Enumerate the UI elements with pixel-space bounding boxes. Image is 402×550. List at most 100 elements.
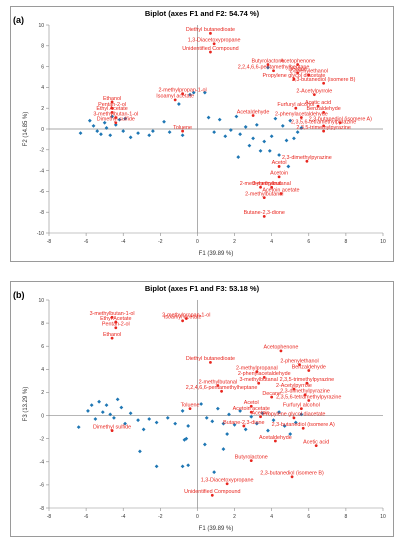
biplot-chart-b: -8 -6 -4 -2 0 2 4 6 8 10 10 8 6 4 2 0 -2 -4 -6 -8 F1 (39.89 … [23,298,386,532]
observation-point [191,90,196,95]
variable-point [110,106,114,110]
y-axis-title: F2 (14.85 %) [23,112,29,147]
variable-label: Butane-2,3-dione [223,420,264,426]
variable-point [322,129,326,133]
variable-label: Diethyl butanedioate [186,356,235,362]
observation-point [277,153,281,157]
variable-point [262,214,266,218]
observation-point [95,129,100,133]
variable-label: Decane [288,67,307,73]
observation-point [182,437,187,442]
variable-point [259,185,262,189]
observation-point [273,116,278,121]
y-tick-label: -2 [40,436,45,442]
variable-label: 2-phenylacetaldehyde [275,111,328,117]
variable-point [314,444,318,447]
observation-point [165,415,170,420]
observation-point [247,143,252,148]
variable-label: Acetoin [252,411,270,417]
observation-point [262,139,267,144]
observation-point [266,428,270,433]
y-axis-title: F3 (13.29 %) [23,387,29,422]
observation-point [97,399,101,404]
observation-point [227,412,231,417]
x-axis-title: F1 (39.89 %) [199,251,234,257]
y-tick-label: -6 [40,483,45,489]
observation-point [128,411,133,416]
observation-point [277,410,281,414]
chart-title: Biplot (axes F1 and F3: 53.18 %) [144,284,260,293]
variable-label: 3-methylbutan-1-ol [93,111,138,117]
variable-label: 2-methylpropanal [236,365,278,371]
variable-point [209,50,212,54]
x-tick-label: 2 [233,514,236,520]
observation-point [112,415,116,420]
observation-point [212,130,217,135]
biplot-panel-b: (b) Biplot (axes F1 and F3: 53.18 %) -8-… [10,281,394,537]
observation-point [104,403,109,408]
observation-point [117,117,122,122]
variable-point [307,73,311,77]
x-tick-label: 10 [380,514,386,520]
observation-point [76,425,81,430]
y-tick-label: -8 [40,210,45,216]
observation-point [123,116,127,121]
observation-point [128,135,133,140]
observation-point [267,148,272,153]
observation-point [254,421,259,426]
observation-point [295,130,300,135]
observation-point [234,114,239,119]
x-tick-label: -6 [84,239,89,245]
variable-point [220,389,223,393]
variable-point [296,63,300,66]
observation-point [284,138,289,143]
variable-label: Acetaldehyde [237,109,270,115]
variable-point [299,116,303,119]
variable-point [242,424,246,428]
variable-label: 2,3,5,6-tetramethylpyrazine [276,394,341,400]
observation-point [299,412,304,417]
observation-point [251,136,256,141]
y-tick-label: -10 [37,231,44,237]
observation-point [204,415,209,420]
variable-label: 2-methylpropan-1-ol [158,87,206,93]
variable-label: Isoamyl acetate [164,315,202,321]
variable-point [292,416,296,420]
observation-point [288,432,293,436]
variable-label: 2,3-butanediol (isomere B) [260,471,324,477]
observation-point [299,126,304,130]
x-tick-label: 10 [380,239,386,245]
observation-point [113,122,118,127]
observation-point [154,464,159,469]
variable-point [322,110,326,114]
variable-label: Ethanol [103,96,121,102]
variable-point [184,317,188,320]
variable-label: Diethyl butanedioate [186,27,235,33]
x-tick-label: -6 [84,514,89,520]
variable-label: Propylene glycol diacetate [262,73,325,79]
variable-point [277,175,281,179]
y-tick-label: 2 [41,106,44,112]
variable-label: Acetoin acetate [233,406,270,412]
variable-point [279,349,283,353]
observation-point [87,118,92,123]
variable-label: Pentan-2-ol [98,102,126,108]
y-tick-label: 2 [41,390,44,396]
variable-point [312,93,316,97]
chart-title: Biplot (axes F1 and F2: 54.74 %) [144,9,260,18]
variable-point [110,315,114,319]
variable-point [114,320,118,324]
x-tick-label: -2 [158,239,163,245]
variable-label: 1,3-Diacetoxypropane [201,478,254,484]
observation-point [136,131,140,136]
observation-point [154,420,159,425]
observation-point [254,122,259,127]
observation-point [217,117,222,122]
variable-point [294,106,298,110]
observation-point [266,65,270,70]
variable-point [188,407,192,411]
y-tick-label: 0 [41,127,44,133]
variable-point [277,165,281,168]
variable-label: 1,3-Diacetoxypropane [188,38,241,44]
variable-label: Acetic acid [303,439,329,445]
